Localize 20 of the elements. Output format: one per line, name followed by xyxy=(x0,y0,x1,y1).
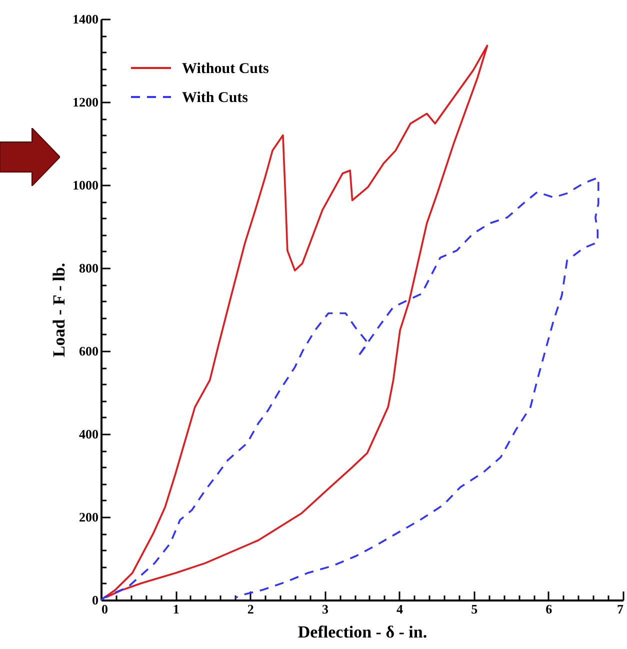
y-axis-title: Load - F - lb. xyxy=(50,262,68,358)
line-series xyxy=(100,176,600,601)
x-tick-label: 7 xyxy=(617,602,624,616)
y-tick-label: 800 xyxy=(79,260,98,276)
y-tick-label: 1200 xyxy=(72,94,98,110)
x-tick-label: 1 xyxy=(172,602,180,616)
x-tick-label: 5 xyxy=(471,602,478,616)
x-tick-label: 2 xyxy=(247,602,254,616)
y-tick-label: 200 xyxy=(79,510,98,524)
y-tick-label: 1400 xyxy=(72,12,98,26)
x-tick-label: 6 xyxy=(546,602,553,616)
legend-label: Without Cuts xyxy=(182,61,269,77)
x-axis-title: Deflection - δ - in. xyxy=(298,622,428,642)
x-tick-label: 3 xyxy=(322,602,329,616)
x-tick-label: 0 xyxy=(102,602,108,616)
y-tick-label: 400 xyxy=(79,426,98,442)
legend-label: With Cuts xyxy=(182,90,248,106)
y-tick-label: 1000 xyxy=(72,178,98,192)
y-tick-label: 600 xyxy=(79,344,98,358)
x-tick-label: 4 xyxy=(396,602,404,616)
